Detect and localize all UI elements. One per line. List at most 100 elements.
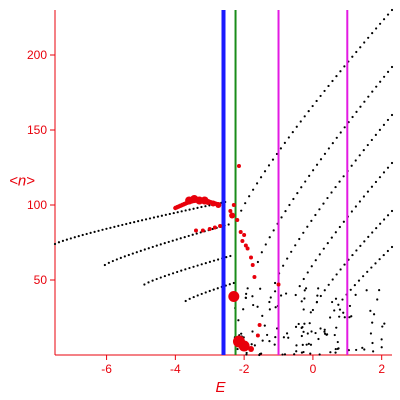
spectrum-point bbox=[335, 326, 338, 329]
spectrum-point bbox=[334, 231, 337, 234]
spectrum-point bbox=[282, 336, 285, 339]
spectrum-point bbox=[179, 237, 182, 240]
spectrum-point bbox=[294, 293, 297, 297]
spectrum-point bbox=[390, 113, 394, 117]
spectrum-point bbox=[148, 217, 152, 220]
spectrum-point bbox=[311, 104, 314, 108]
spectrum-point bbox=[338, 225, 341, 229]
spectrum-point bbox=[362, 275, 365, 278]
spectrum-point bbox=[309, 311, 312, 314]
spectrum-point bbox=[236, 347, 239, 351]
spectrum-point bbox=[336, 340, 339, 344]
spectrum-point bbox=[323, 330, 326, 333]
spectrum-point bbox=[327, 147, 330, 150]
spectrum-point bbox=[279, 294, 283, 297]
spectrum-point bbox=[123, 255, 126, 258]
spectrum-point bbox=[196, 264, 199, 267]
highlight-point bbox=[236, 164, 241, 168]
highlight-point bbox=[242, 233, 247, 237]
spectrum-point bbox=[172, 211, 175, 215]
spectrum-point bbox=[355, 110, 358, 113]
spectrum-point bbox=[298, 237, 301, 241]
spectrum-point bbox=[273, 343, 276, 346]
spectrum-point bbox=[200, 205, 203, 209]
spectrum-point bbox=[370, 138, 373, 142]
spectrum-point bbox=[362, 195, 366, 198]
highlight-point bbox=[252, 275, 257, 279]
spectrum-point bbox=[382, 171, 386, 174]
spectrum-point bbox=[195, 232, 198, 235]
spectrum-point bbox=[376, 298, 379, 301]
spectrum-point bbox=[286, 257, 289, 260]
spectrum-point bbox=[375, 27, 378, 30]
spectrum-point bbox=[259, 287, 262, 290]
spectrum-point bbox=[251, 295, 254, 298]
spectrum-point bbox=[379, 80, 382, 83]
spectrum-point bbox=[200, 292, 203, 296]
spectrum-point bbox=[363, 348, 366, 351]
spectrum-point bbox=[204, 261, 207, 265]
spectrum-point bbox=[298, 285, 301, 288]
highlight-point bbox=[228, 291, 240, 302]
spectrum-point bbox=[357, 279, 361, 282]
spectrum-point bbox=[245, 292, 248, 295]
spectrum-point bbox=[163, 242, 166, 245]
spectrum-point bbox=[240, 332, 243, 335]
spectrum-point bbox=[371, 341, 374, 345]
spectrum-point bbox=[227, 223, 230, 226]
spectrum-point bbox=[343, 65, 346, 68]
spectrum-point bbox=[353, 284, 356, 287]
spectrum-point bbox=[284, 292, 288, 295]
spectrum-point bbox=[147, 281, 150, 284]
spectrum-point bbox=[208, 260, 212, 263]
spectrum-point bbox=[268, 340, 271, 343]
spectrum-point bbox=[279, 147, 283, 150]
spectrum-point bbox=[308, 174, 311, 177]
highlight-point bbox=[193, 228, 198, 233]
spectrum-point bbox=[335, 136, 338, 139]
spectrum-point bbox=[310, 330, 313, 333]
spectrum-point bbox=[306, 332, 309, 335]
spectrum-point bbox=[97, 229, 100, 232]
spectrum-point bbox=[192, 207, 195, 210]
spectrum-point bbox=[81, 233, 84, 237]
spectrum-point bbox=[151, 245, 154, 249]
spectrum-point bbox=[129, 221, 132, 225]
spectrum-point bbox=[331, 141, 334, 145]
spectrum-point bbox=[164, 213, 167, 216]
spectrum-point bbox=[155, 244, 158, 247]
spectrum-point bbox=[208, 289, 211, 293]
spectrum-point bbox=[348, 304, 352, 308]
spectrum-point bbox=[156, 215, 160, 218]
y-tick-label: 100 bbox=[27, 198, 47, 212]
spectrum-point bbox=[244, 296, 247, 299]
spectrum-point bbox=[293, 353, 296, 356]
spectrum-point bbox=[175, 238, 178, 241]
spectrum-point bbox=[171, 272, 175, 275]
spectrum-point bbox=[370, 266, 373, 269]
spectrum-point bbox=[342, 220, 345, 223]
spectrum-point bbox=[253, 344, 256, 347]
spectrum-point bbox=[140, 219, 144, 222]
spectrum-point bbox=[242, 308, 245, 311]
spectrum-point bbox=[323, 89, 326, 93]
spectrum-point bbox=[268, 308, 271, 311]
spectrum-point bbox=[115, 258, 118, 261]
spectrum-point bbox=[180, 210, 183, 213]
spectrum-point bbox=[212, 288, 215, 291]
spectrum-point bbox=[137, 220, 140, 223]
spectrum-point bbox=[351, 55, 354, 58]
spectrum-point bbox=[351, 115, 354, 119]
spectrum-point bbox=[371, 321, 374, 324]
spectrum-point bbox=[303, 322, 306, 325]
spectrum-point bbox=[374, 133, 377, 137]
spectrum-point bbox=[378, 258, 381, 261]
spectrum-point bbox=[69, 237, 72, 240]
spectrum-point bbox=[323, 289, 326, 292]
spectrum-point bbox=[176, 270, 179, 274]
spectrum-point bbox=[317, 337, 320, 341]
spectrum-point bbox=[237, 319, 240, 322]
spectrum-point bbox=[382, 218, 386, 221]
spectrum-point bbox=[117, 224, 120, 227]
